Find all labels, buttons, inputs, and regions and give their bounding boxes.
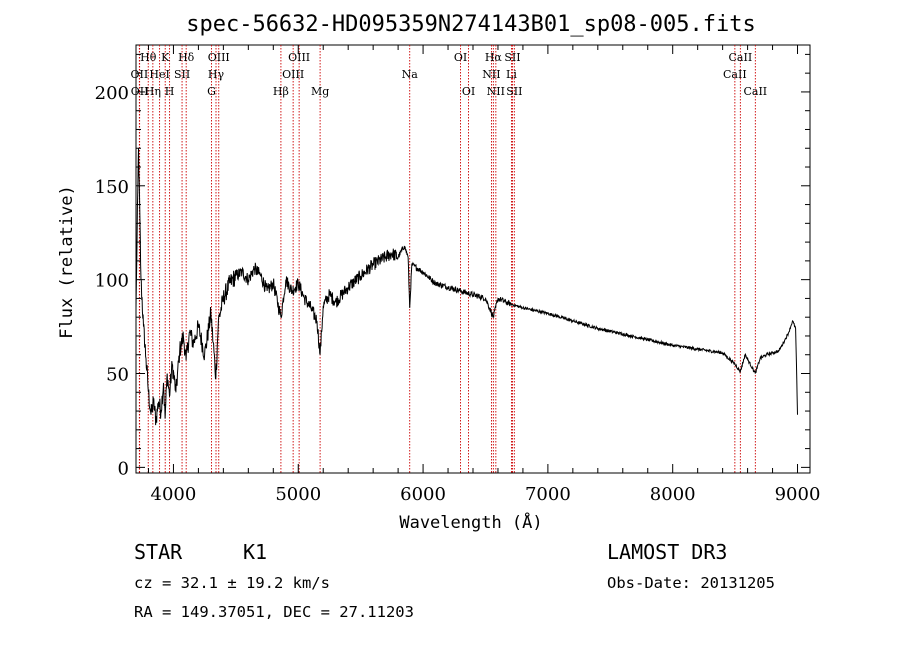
line-label-27: CaII <box>743 85 767 98</box>
line-label-18: OI <box>462 85 475 98</box>
x-tick-label-9000: 9000 <box>775 484 821 505</box>
observation-date: Obs-Date: 20131205 <box>607 574 775 592</box>
line-label-10: Hγ <box>208 68 225 81</box>
line-label-1: OII <box>131 68 149 81</box>
redshift-value: cz = 32.1 ± 19.2 km/s <box>134 574 330 592</box>
line-label-13: OIII <box>282 68 304 81</box>
y-tick-label-50: 50 <box>106 365 129 386</box>
line-label-22: SII <box>504 51 520 64</box>
x-tick-label-7000: 7000 <box>525 484 571 505</box>
x-tick-label-8000: 8000 <box>650 484 696 505</box>
line-label-7: SII <box>174 68 190 81</box>
spectral-line-markers <box>138 45 756 473</box>
x-tick-label-6000: 6000 <box>400 484 446 505</box>
plot-frame <box>135 44 811 474</box>
line-label-9: OIII <box>208 51 230 64</box>
line-label-5: Hη <box>145 85 161 98</box>
coordinates: RA = 149.37051, DEC = 27.11203 <box>134 603 414 621</box>
line-label-4: HeI <box>149 68 169 81</box>
spectrum-line <box>135 148 798 426</box>
y-axis-label: Flux (relative) <box>57 185 77 339</box>
line-label-19: Hα <box>485 51 503 64</box>
line-label-15: Mg <box>311 85 329 98</box>
axis-ticks: 4000 5000 6000 7000 8000 9000 0 50 100 150 200 <box>95 45 821 505</box>
line-label-12: OIII <box>288 51 310 64</box>
line-label-11: G <box>207 85 216 98</box>
x-tick-label-4000: 4000 <box>151 484 197 505</box>
line-label-20: NII <box>482 68 500 81</box>
line-label-0: Hθ <box>140 51 157 64</box>
y-tick-label-100: 100 <box>95 271 129 292</box>
object-class: STAR <box>134 540 183 564</box>
y-tick-label-150: 150 <box>95 177 129 198</box>
y-tick-label-200: 200 <box>95 83 129 104</box>
survey-name: LAMOST DR3 <box>607 540 728 564</box>
line-label-21: NII <box>487 85 505 98</box>
chart-title: spec-56632-HD095359N274143B01_sp08-005.f… <box>186 12 756 37</box>
line-label-8: H <box>165 85 175 98</box>
line-label-3: K <box>161 51 170 64</box>
object-subclass: K1 <box>243 540 268 564</box>
x-axis-label: Wavelength (Å) <box>399 511 542 533</box>
y-tick-label-0: 0 <box>118 458 129 479</box>
line-label-24: SII <box>506 85 522 98</box>
line-label-16: Na <box>402 68 419 81</box>
line-label-17: OI <box>454 51 467 64</box>
line-label-14: Hβ <box>273 85 289 98</box>
line-label-23: Li <box>506 68 517 81</box>
x-tick-label-5000: 5000 <box>275 484 321 505</box>
line-label-26: CaII <box>723 68 747 81</box>
line-label-25: CaII <box>729 51 753 64</box>
line-label-6: Hδ <box>178 51 195 64</box>
